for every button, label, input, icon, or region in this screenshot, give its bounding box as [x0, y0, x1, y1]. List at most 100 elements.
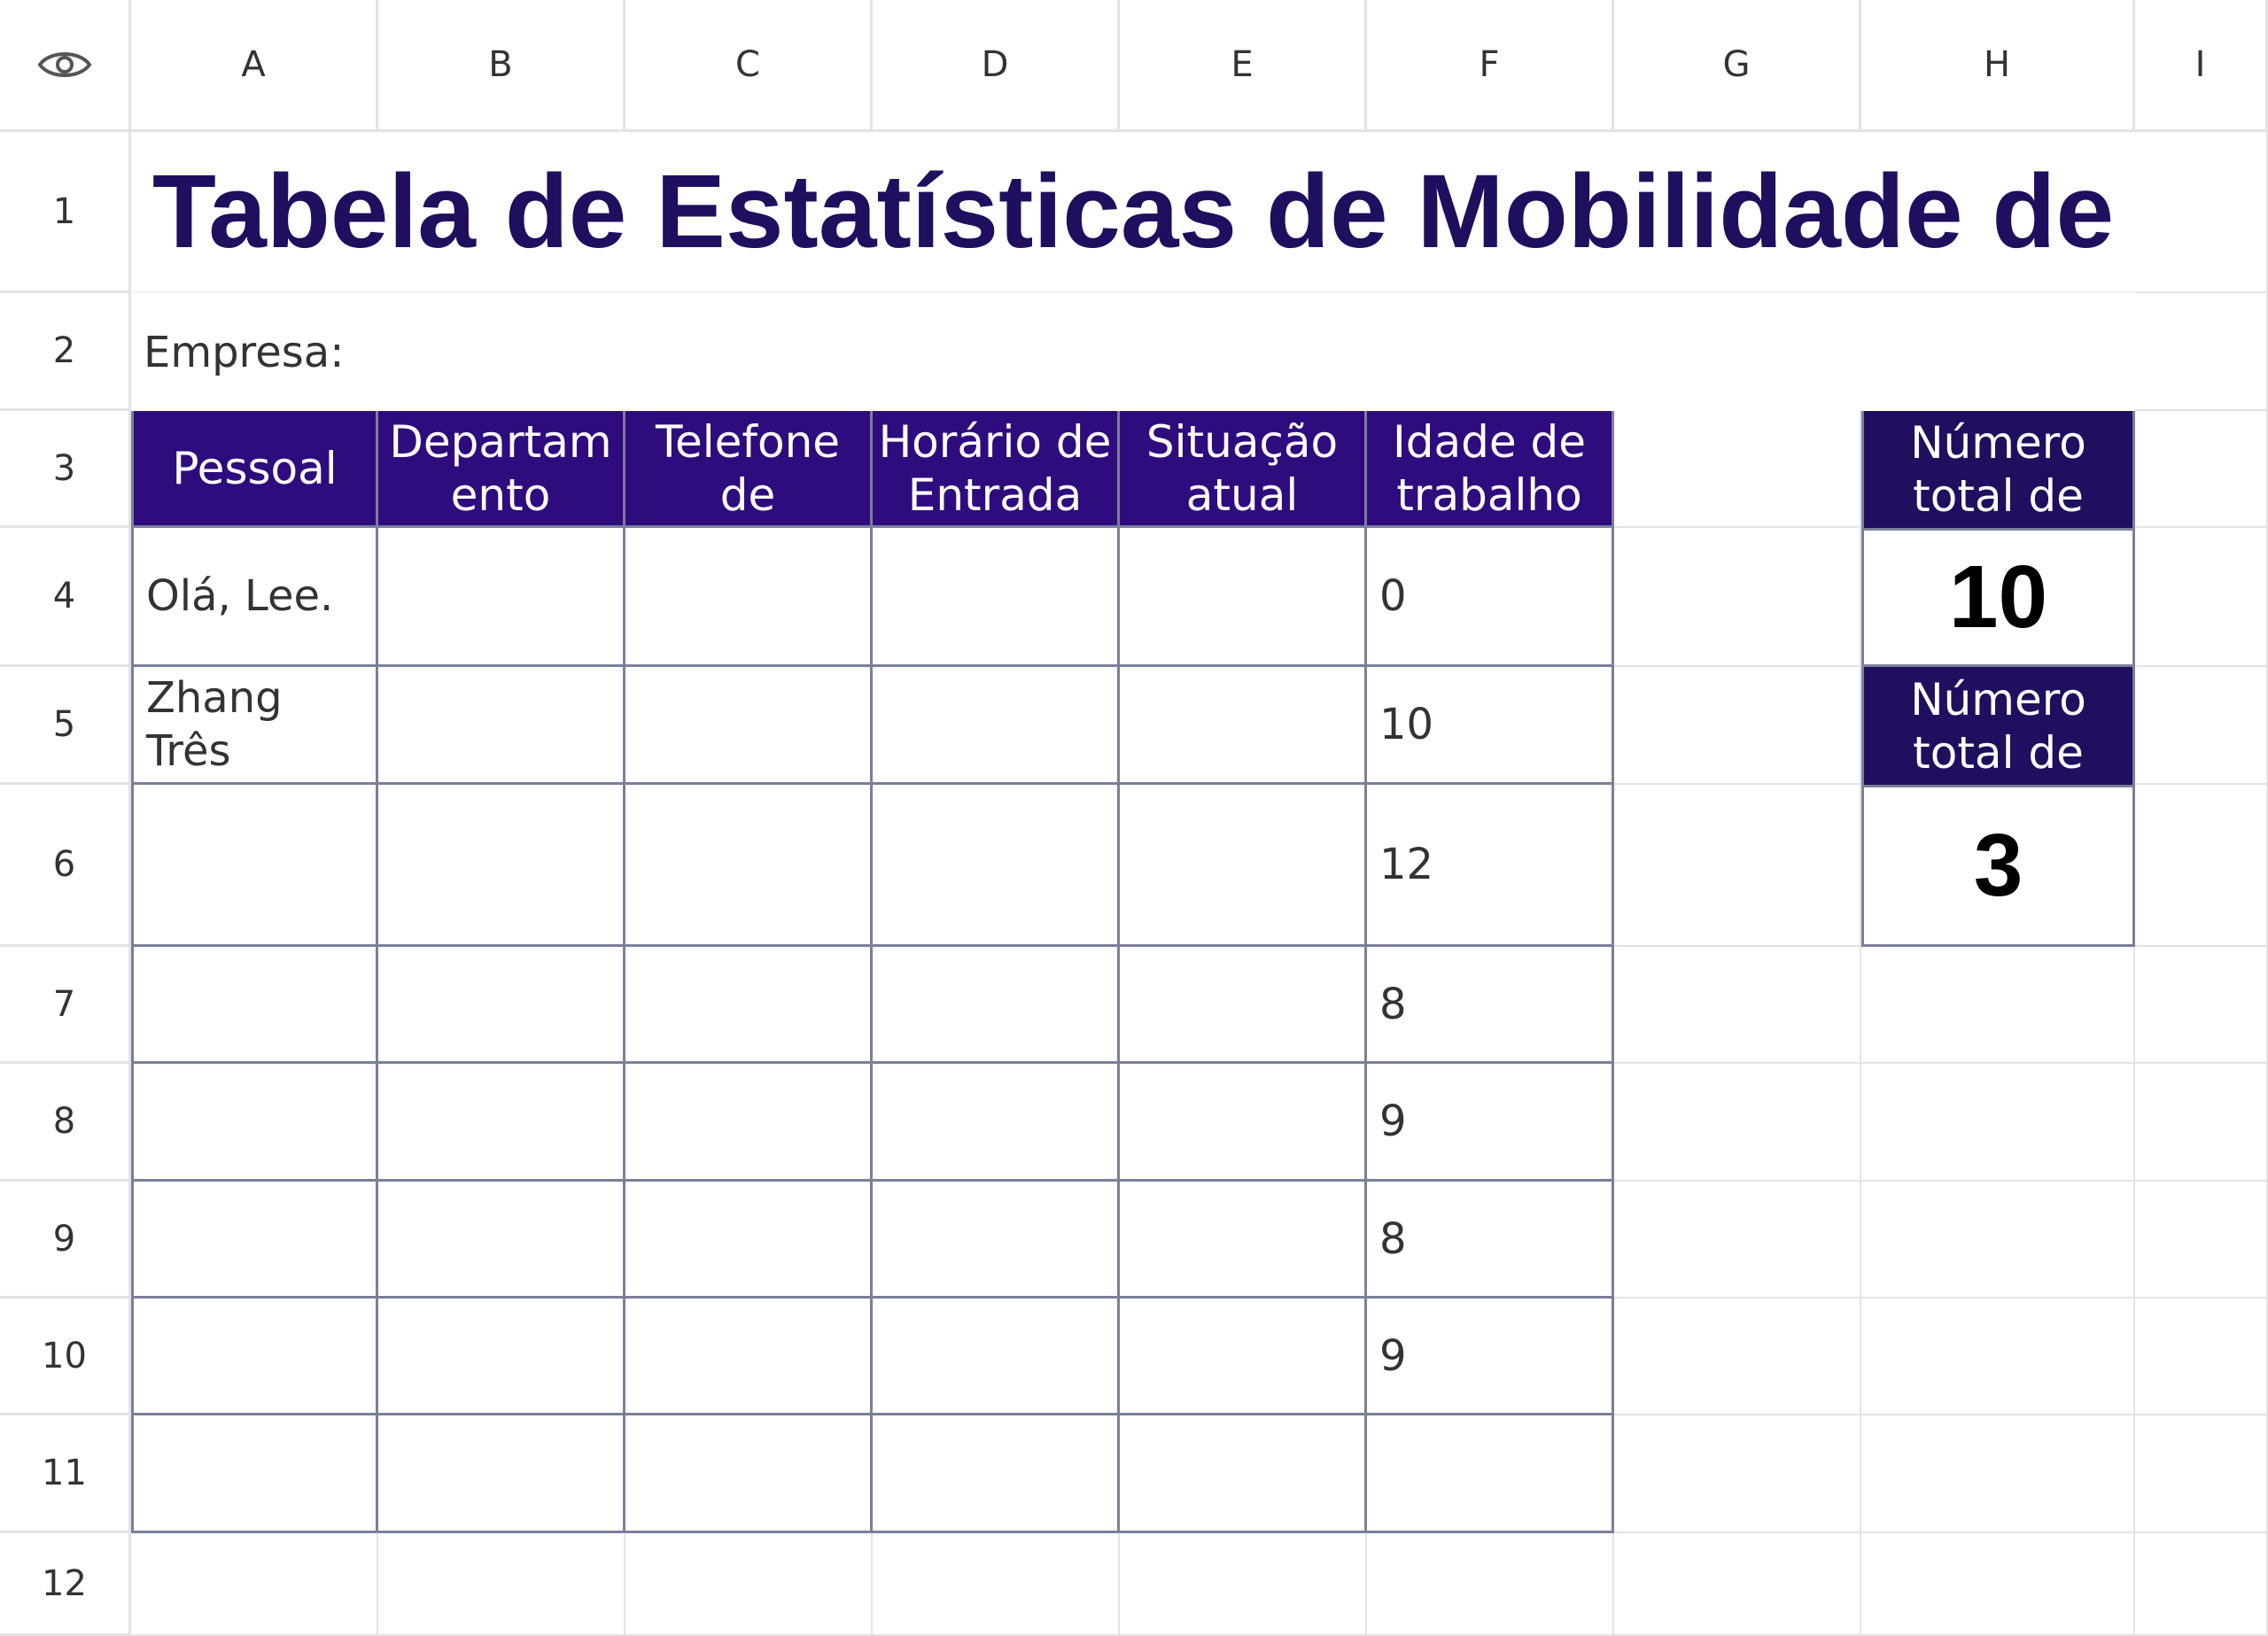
table-cell[interactable]: 0 [1367, 528, 1614, 667]
table-cell[interactable]: Olá, Lee. [131, 528, 378, 667]
grid-cell[interactable] [1614, 1064, 1861, 1182]
column-header-e[interactable]: E [1120, 0, 1367, 132]
table-cell[interactable] [1120, 1415, 1367, 1533]
stat-label-1[interactable]: Número total de [1861, 411, 2135, 528]
table-cell[interactable] [378, 1299, 625, 1415]
grid-cell[interactable] [1614, 1415, 1861, 1533]
grid-cell[interactable] [1861, 1415, 2135, 1533]
grid-cell[interactable] [1861, 947, 2135, 1064]
table-header-situacao[interactable]: Situação atual [1120, 411, 1367, 528]
table-cell[interactable] [873, 528, 1120, 667]
grid-cell[interactable] [1861, 1299, 2135, 1415]
grid-cell[interactable] [2135, 1182, 2268, 1299]
table-cell[interactable]: 8 [1367, 1182, 1614, 1299]
table-cell[interactable] [873, 667, 1120, 785]
table-cell[interactable] [378, 1064, 625, 1182]
table-cell[interactable] [625, 528, 873, 667]
table-cell[interactable] [1120, 528, 1367, 667]
table-header-horario[interactable]: Horário de Entrada [873, 411, 1120, 528]
stat-label-2[interactable]: Número total de [1861, 667, 2135, 785]
table-cell[interactable]: 10 [1367, 667, 1614, 785]
table-cell[interactable] [1120, 667, 1367, 785]
table-cell[interactable] [1367, 1415, 1614, 1533]
table-cell[interactable] [378, 947, 625, 1064]
grid-cell[interactable] [2135, 947, 2268, 1064]
column-header-d[interactable]: D [873, 0, 1120, 132]
table-cell[interactable] [1120, 1064, 1367, 1182]
table-cell[interactable] [131, 1064, 378, 1182]
table-cell[interactable]: 12 [1367, 785, 1614, 947]
sheet-title[interactable]: Tabela de Estatísticas de Mobilidade de [131, 132, 2135, 293]
grid-cell[interactable] [1614, 947, 1861, 1064]
table-cell[interactable]: 9 [1367, 1299, 1614, 1415]
column-header-h[interactable]: H [1861, 0, 2135, 132]
column-header-a[interactable]: A [131, 0, 378, 132]
row-header-6[interactable]: 6 [0, 785, 131, 947]
grid-cell[interactable] [2135, 528, 2268, 667]
table-cell[interactable] [625, 1299, 873, 1415]
select-all-corner[interactable] [0, 0, 131, 132]
table-cell[interactable] [1120, 1299, 1367, 1415]
grid-cell[interactable] [2135, 785, 2268, 947]
column-header-b[interactable]: B [378, 0, 625, 132]
table-cell[interactable] [131, 1415, 378, 1533]
column-header-i[interactable]: I [2135, 0, 2268, 132]
table-cell[interactable] [378, 528, 625, 667]
grid-cell[interactable] [625, 1533, 873, 1636]
grid-cell[interactable] [1614, 1533, 1861, 1636]
table-cell[interactable] [131, 1182, 378, 1299]
grid-cell[interactable] [1120, 1533, 1367, 1636]
row-header-3[interactable]: 3 [0, 411, 131, 528]
grid-cell[interactable] [1614, 411, 1861, 528]
table-cell[interactable] [131, 785, 378, 947]
table-cell[interactable] [625, 947, 873, 1064]
table-cell[interactable] [1120, 947, 1367, 1064]
row-header-5[interactable]: 5 [0, 667, 131, 785]
table-cell[interactable] [131, 1299, 378, 1415]
grid-cell[interactable] [1367, 1533, 1614, 1636]
grid-cell[interactable] [2135, 1415, 2268, 1533]
table-header-departamento[interactable]: Departam ento [378, 411, 625, 528]
grid-cell[interactable] [1614, 785, 1861, 947]
grid-cell[interactable] [1861, 1533, 2135, 1636]
row-header-12[interactable]: 12 [0, 1533, 131, 1636]
grid-cell[interactable] [2135, 1299, 2268, 1415]
row-header-7[interactable]: 7 [0, 947, 131, 1064]
table-cell[interactable] [625, 1182, 873, 1299]
grid-cell[interactable] [873, 1533, 1120, 1636]
stat-value-1[interactable]: 10 [1861, 528, 2135, 667]
table-cell[interactable] [378, 1182, 625, 1299]
grid-cell[interactable] [1614, 1299, 1861, 1415]
table-cell[interactable] [873, 1182, 1120, 1299]
grid-cell[interactable] [1861, 1182, 2135, 1299]
table-cell[interactable] [873, 1064, 1120, 1182]
row-header-10[interactable]: 10 [0, 1299, 131, 1415]
table-header-pessoal[interactable]: Pessoal [131, 411, 378, 528]
grid-cell[interactable] [2135, 293, 2268, 411]
grid-cell[interactable] [2135, 411, 2268, 528]
table-cell[interactable] [378, 667, 625, 785]
column-header-c[interactable]: C [625, 0, 873, 132]
row-header-2[interactable]: 2 [0, 293, 131, 411]
grid-cell[interactable] [131, 1533, 378, 1636]
grid-cell[interactable] [1614, 528, 1861, 667]
table-cell[interactable] [625, 1415, 873, 1533]
grid-cell[interactable] [2135, 1064, 2268, 1182]
grid-cell[interactable] [2135, 1533, 2268, 1636]
grid-cell[interactable] [1614, 1182, 1861, 1299]
table-cell[interactable] [625, 785, 873, 947]
table-cell[interactable] [625, 1064, 873, 1182]
table-cell[interactable] [131, 947, 378, 1064]
table-cell[interactable] [378, 1415, 625, 1533]
company-label[interactable]: Empresa: [131, 293, 2135, 411]
row-header-4[interactable]: 4 [0, 528, 131, 667]
table-cell[interactable] [873, 785, 1120, 947]
column-header-f[interactable]: F [1367, 0, 1614, 132]
table-cell[interactable] [625, 667, 873, 785]
grid-cell[interactable] [378, 1533, 625, 1636]
table-header-telefone[interactable]: Telefone de [625, 411, 873, 528]
table-cell[interactable] [378, 785, 625, 947]
table-cell[interactable] [873, 1299, 1120, 1415]
table-cell[interactable] [873, 1415, 1120, 1533]
grid-cell[interactable] [2135, 132, 2268, 293]
